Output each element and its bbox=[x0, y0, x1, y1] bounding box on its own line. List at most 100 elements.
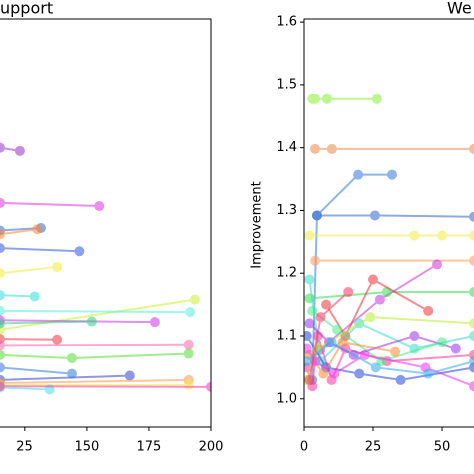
point bbox=[307, 305, 318, 316]
x-tick-label: 150 bbox=[74, 440, 99, 455]
point bbox=[0, 305, 5, 316]
point bbox=[318, 368, 329, 379]
point bbox=[310, 93, 321, 104]
line bbox=[0, 201, 100, 208]
point bbox=[359, 349, 370, 360]
line bbox=[0, 309, 191, 314]
y-tick-label: 1.3 bbox=[276, 203, 297, 218]
point bbox=[321, 93, 332, 104]
point bbox=[469, 330, 474, 341]
point bbox=[353, 169, 364, 180]
point bbox=[0, 318, 5, 329]
point bbox=[29, 291, 40, 302]
point bbox=[365, 312, 376, 323]
series bbox=[0, 224, 43, 240]
point bbox=[183, 339, 194, 350]
point bbox=[206, 381, 211, 392]
point bbox=[332, 324, 343, 335]
point bbox=[52, 261, 63, 272]
plot-area bbox=[304, 93, 474, 392]
point bbox=[367, 274, 378, 285]
point bbox=[149, 317, 160, 328]
point bbox=[0, 362, 5, 373]
point bbox=[189, 294, 200, 305]
point bbox=[304, 374, 315, 385]
y-tick-label: 1.2 bbox=[276, 266, 297, 281]
line bbox=[0, 298, 196, 331]
point bbox=[185, 307, 196, 318]
series bbox=[0, 348, 194, 363]
line bbox=[0, 228, 38, 236]
series bbox=[0, 316, 97, 329]
line bbox=[0, 378, 189, 385]
point bbox=[0, 290, 5, 301]
point bbox=[0, 349, 5, 360]
line bbox=[0, 386, 50, 391]
x-tick-label: 50 bbox=[434, 440, 451, 455]
point bbox=[370, 362, 381, 373]
series bbox=[304, 287, 354, 385]
point bbox=[409, 330, 420, 341]
axes-frame bbox=[303, 18, 474, 428]
line bbox=[0, 374, 130, 381]
point bbox=[304, 318, 315, 329]
point bbox=[469, 230, 474, 241]
point bbox=[0, 340, 5, 351]
point bbox=[423, 305, 434, 316]
point bbox=[436, 337, 447, 348]
series bbox=[0, 362, 77, 379]
series bbox=[0, 243, 85, 257]
point bbox=[311, 210, 322, 221]
series bbox=[311, 210, 474, 222]
point bbox=[423, 368, 434, 379]
point bbox=[371, 93, 382, 104]
point bbox=[304, 274, 315, 285]
y-axis-label: Improvement bbox=[250, 181, 265, 268]
point bbox=[0, 229, 5, 240]
line bbox=[0, 385, 211, 388]
series bbox=[310, 143, 474, 154]
point bbox=[32, 224, 43, 235]
series bbox=[310, 255, 474, 266]
x-tick-label: 200 bbox=[199, 440, 224, 455]
point bbox=[469, 211, 474, 222]
point bbox=[326, 143, 337, 154]
point bbox=[432, 259, 443, 270]
point bbox=[395, 374, 406, 385]
series bbox=[0, 261, 63, 279]
point bbox=[469, 143, 474, 154]
point bbox=[469, 356, 474, 367]
point bbox=[183, 379, 194, 390]
point bbox=[66, 352, 77, 363]
axes-frame bbox=[0, 18, 212, 428]
point bbox=[74, 246, 85, 257]
point bbox=[94, 201, 105, 212]
point bbox=[321, 299, 332, 310]
chart-title: upport bbox=[0, 0, 53, 18]
plot-area bbox=[0, 142, 211, 395]
line bbox=[0, 338, 58, 341]
line bbox=[0, 320, 92, 325]
x-tick-label: 0 bbox=[300, 440, 308, 455]
line bbox=[325, 278, 429, 339]
series bbox=[0, 142, 25, 156]
y-tick-label: 1.1 bbox=[276, 328, 297, 343]
point bbox=[14, 145, 25, 156]
series bbox=[0, 294, 200, 335]
point bbox=[0, 243, 5, 254]
series bbox=[304, 337, 474, 379]
ticks: 25 150 175 200 0 25 50 1.0 1.1 1.2 1.3 1.4 1.5 1.6 bbox=[16, 15, 450, 455]
series bbox=[0, 334, 63, 345]
chart-title: We bbox=[447, 0, 472, 18]
point bbox=[183, 348, 194, 359]
point bbox=[315, 312, 326, 323]
series bbox=[0, 290, 40, 302]
line bbox=[0, 265, 58, 275]
point bbox=[409, 230, 420, 241]
series bbox=[304, 230, 474, 241]
point bbox=[0, 268, 5, 279]
line bbox=[0, 343, 189, 347]
point bbox=[469, 255, 474, 266]
